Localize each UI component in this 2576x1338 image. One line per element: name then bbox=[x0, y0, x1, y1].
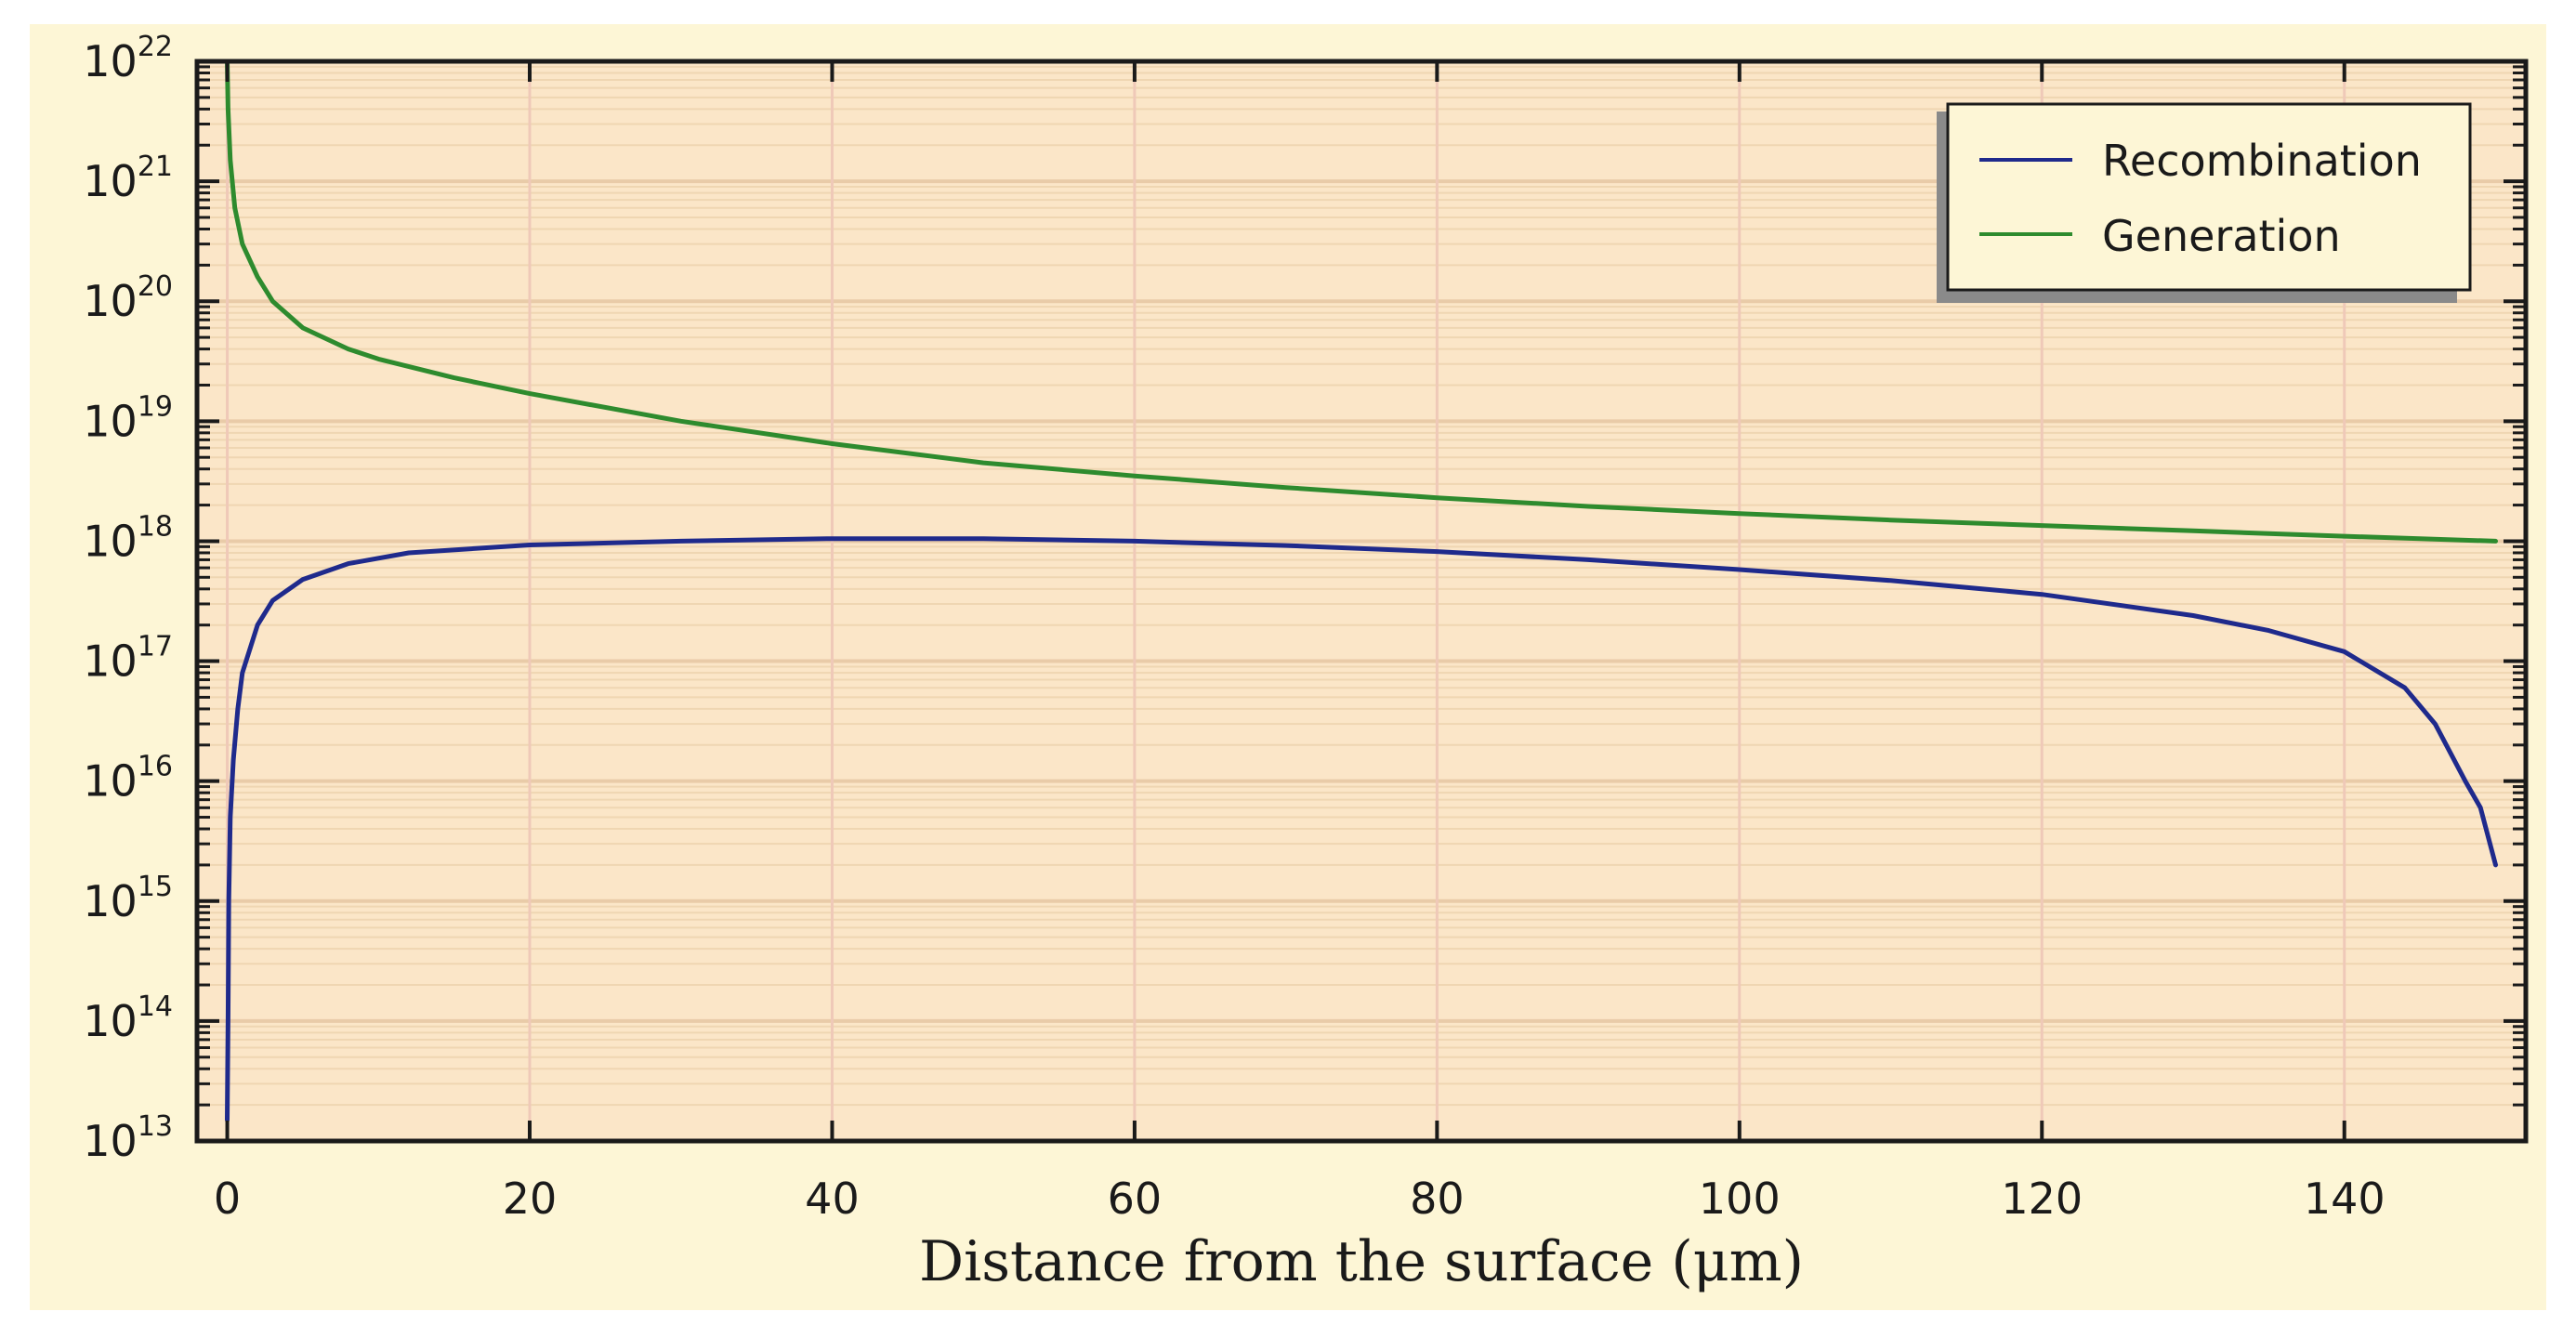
x-tick-label: 60 bbox=[1108, 1174, 1163, 1224]
y-tick-label: 1018 bbox=[83, 510, 173, 566]
grid bbox=[197, 59, 2526, 1143]
y-tick-label: 1013 bbox=[83, 1110, 173, 1166]
series-lines bbox=[225, 59, 2498, 1122]
series-line-generation bbox=[225, 59, 2498, 544]
series-line-recombination bbox=[225, 536, 2498, 1122]
y-tick-label: 1021 bbox=[83, 151, 173, 206]
x-tick-label: 20 bbox=[503, 1174, 558, 1224]
legend: Recombination Generation bbox=[1937, 102, 2472, 303]
legend-label-generation: Generation bbox=[2102, 211, 2341, 261]
legend-label-recombination: Recombination bbox=[2102, 136, 2422, 186]
y-tick-label: 1019 bbox=[83, 390, 173, 446]
x-tick-labels: 0 20 40 60 80 100 120 140 bbox=[214, 1174, 2385, 1224]
legend-box bbox=[1946, 102, 2472, 292]
axis-ticks bbox=[197, 59, 2526, 1143]
x-tick-label: 120 bbox=[2001, 1174, 2083, 1224]
x-tick-label: 100 bbox=[1699, 1174, 1781, 1224]
x-tick-label: 0 bbox=[214, 1174, 241, 1224]
y-tick-label: 1017 bbox=[83, 631, 173, 687]
x-tick-label: 140 bbox=[2304, 1174, 2385, 1224]
x-tick-label: 40 bbox=[805, 1174, 860, 1224]
plot-frame bbox=[194, 59, 2529, 1144]
y-tick-labels: 1013 1014 1015 1016 1017 1018 1019 1020 1021 1022 bbox=[83, 31, 173, 1166]
y-tick-label: 1020 bbox=[83, 270, 173, 326]
x-axis-label: Distance from the surface (μm) bbox=[919, 1229, 1804, 1294]
y-tick-label: 1016 bbox=[83, 751, 173, 807]
y-tick-label: 1015 bbox=[83, 871, 173, 926]
y-tick-label: 1014 bbox=[83, 990, 173, 1046]
x-tick-label: 80 bbox=[1410, 1174, 1465, 1224]
y-tick-label: 1022 bbox=[83, 31, 173, 86]
